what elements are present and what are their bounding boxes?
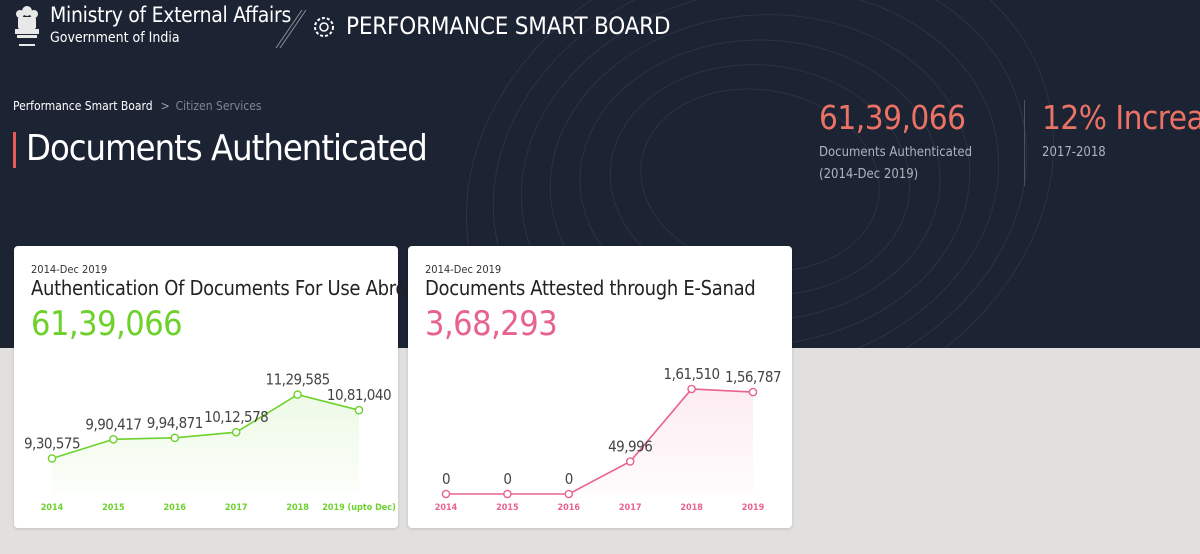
- chart-value-label: 0: [565, 470, 573, 488]
- chart-series-line: [446, 388, 754, 495]
- smart-board-logo-icon: [314, 17, 334, 37]
- breadcrumb: Performance Smart Board > Citizen Services: [13, 99, 262, 113]
- chart-value-label: 10,12,578: [204, 408, 268, 426]
- chart-point: [441, 489, 451, 499]
- kpi-total-caption: Documents Authenticated (2014-Dec 2019): [819, 145, 973, 182]
- chart-category-label: 2015: [496, 503, 519, 513]
- chart-point: [354, 405, 364, 415]
- chart-value-label: 0: [442, 470, 450, 488]
- card-authentication[interactable]: 2014-Dec 2019 Authentication Of Document…: [14, 246, 428, 528]
- chart-value-label: 0: [503, 470, 511, 488]
- breadcrumb-home-link[interactable]: Performance Smart Board: [13, 99, 153, 113]
- page-title: Documents Authenticated: [26, 128, 428, 169]
- chart-category-label: 2018: [286, 503, 309, 513]
- chart-category-label: 2017: [225, 503, 248, 513]
- card-title: Authentication Of Documents For Use Abro…: [31, 276, 428, 300]
- card-title: Documents Attested through E-Sanad: [425, 276, 756, 300]
- chart-point: [564, 489, 574, 499]
- chart-category-label: 2018: [680, 503, 703, 513]
- chart-value-label: 1,56,787: [725, 368, 781, 386]
- chart-point: [687, 384, 696, 394]
- chart-area-fill: [446, 389, 753, 494]
- chart-point: [625, 457, 635, 466]
- chart-category-label: 2019: [742, 503, 765, 513]
- chart-value-label: 9,30,575: [24, 434, 80, 452]
- board-title: PERFORMANCE SMART BOARD: [346, 12, 671, 40]
- esanad-area-chart: 0 2014 0 2015 0 2016 49,996 2017 1,61,510 2018 1,5…: [435, 365, 782, 513]
- card-total: 61,39,066: [31, 304, 183, 344]
- kpi-divider: [1024, 100, 1025, 186]
- chart-value-label: 1,61,510: [664, 365, 720, 383]
- header-divider: [275, 9, 306, 49]
- top-bar: Ministry of External Affairs Government …: [0, 0, 1200, 60]
- chart-category-label: 2014: [41, 503, 64, 513]
- card-period: 2014-Dec 2019: [425, 263, 502, 276]
- chart-point: [748, 387, 758, 397]
- title-accent-bar: [13, 132, 16, 168]
- government-name: Government of India: [50, 30, 180, 46]
- chart-point: [231, 427, 241, 437]
- breadcrumb-separator: >: [160, 99, 170, 113]
- chart-category-label: 2019 (upto Dec): [322, 503, 396, 513]
- ministry-name: Ministry of External Affairs: [50, 3, 291, 27]
- national-emblem-icon: [15, 6, 39, 46]
- chart-value-label: 10,81,040: [327, 386, 391, 404]
- authentication-area-chart: 9,30,575 2014 9,90,417 2015 9,94,871 2016 10,1…: [24, 371, 396, 513]
- chart-value-label: 49,996: [608, 437, 652, 455]
- chart-point: [170, 433, 180, 443]
- chart-series-line: [51, 393, 360, 460]
- card-esanad[interactable]: 2014-Dec 2019 Documents Attested through…: [408, 246, 792, 528]
- kpi-increase-caption: 2017-2018: [1042, 145, 1106, 160]
- card-period: 2014-Dec 2019: [31, 263, 108, 276]
- chart-category-label: 2016: [558, 503, 581, 513]
- chart-value-label: 9,90,417: [85, 415, 141, 433]
- kpi-total-value: 61,39,066: [819, 98, 966, 137]
- chart-point: [503, 489, 512, 499]
- chart-value-label: 11,29,585: [266, 371, 330, 389]
- chart-category-label: 2015: [102, 503, 125, 513]
- kpi-increase-value: 12% Increase: [1042, 98, 1200, 137]
- chart-category-label: 2016: [164, 503, 187, 513]
- card-total: 3,68,293: [425, 304, 558, 344]
- chart-area-fill: [52, 394, 359, 494]
- chart-value-label: 9,94,871: [147, 414, 203, 432]
- chart-category-label: 2017: [619, 503, 642, 513]
- chart-category-label: 2014: [435, 503, 458, 513]
- breadcrumb-current[interactable]: Citizen Services: [175, 99, 262, 113]
- chart-point: [293, 390, 302, 399]
- chart-point: [47, 454, 57, 463]
- chart-point: [109, 434, 118, 444]
